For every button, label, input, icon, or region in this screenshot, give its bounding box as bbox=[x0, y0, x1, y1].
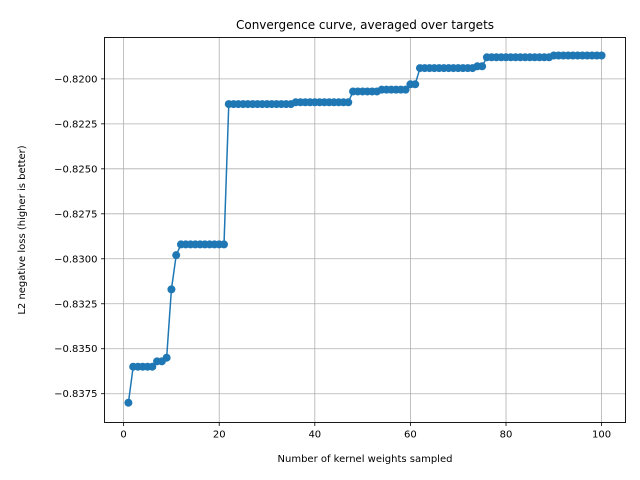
y-tick-label: −0.8300 bbox=[54, 254, 97, 265]
data-point bbox=[167, 285, 176, 294]
grid bbox=[104, 37, 626, 423]
plot-frame bbox=[104, 37, 626, 423]
x-tick-label: 20 bbox=[213, 430, 226, 441]
y-tick-label: −0.8275 bbox=[54, 209, 97, 220]
x-tick-label: 60 bbox=[404, 430, 417, 441]
y-axis-label: L2 negative loss (higher is better) bbox=[17, 145, 28, 314]
data-point bbox=[344, 98, 353, 107]
x-tick-label: 100 bbox=[592, 430, 611, 441]
y-tick-label: −0.8200 bbox=[54, 74, 97, 85]
x-tick-label: 80 bbox=[500, 430, 513, 441]
series-layer bbox=[124, 51, 606, 407]
y-axis: −0.8375 −0.8350 −0.8325 −0.8300 −0.8275 −0.82… bbox=[54, 74, 105, 400]
data-point bbox=[478, 62, 487, 71]
data-point bbox=[401, 85, 410, 94]
y-tick-label: −0.8325 bbox=[54, 299, 97, 310]
x-tick-label: 40 bbox=[308, 430, 321, 441]
data-point bbox=[162, 353, 171, 362]
data-point bbox=[148, 362, 157, 371]
data-point bbox=[124, 398, 133, 407]
y-tick-label: −0.8350 bbox=[54, 344, 97, 355]
y-tick-label: −0.8225 bbox=[54, 119, 97, 130]
y-tick-label: −0.8250 bbox=[54, 164, 97, 175]
y-tick-label: −0.8375 bbox=[54, 389, 97, 400]
x-tick-label: 0 bbox=[120, 430, 126, 441]
data-point bbox=[219, 240, 228, 249]
data-point bbox=[597, 51, 606, 60]
x-axis-label: Number of kernel weights sampled bbox=[278, 454, 453, 465]
chart-title: Convergence curve, averaged over targets bbox=[236, 18, 494, 32]
data-point bbox=[172, 251, 181, 260]
data-point bbox=[411, 80, 420, 89]
x-axis: 0 20 40 60 80 100 bbox=[120, 422, 611, 441]
